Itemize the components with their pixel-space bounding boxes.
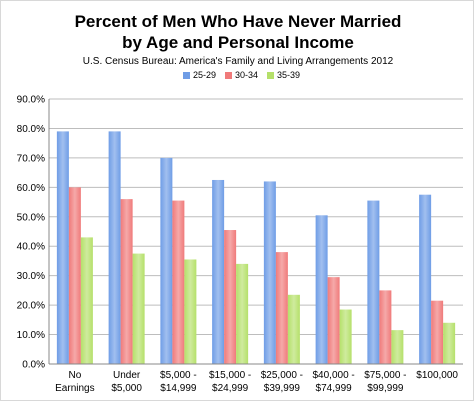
bar-35-39-cat-0	[80, 237, 93, 364]
legend-swatch-35-39	[267, 72, 274, 79]
x-tick-label: No Earnings	[55, 370, 94, 394]
bar-35-39-cat-4	[287, 294, 300, 364]
bar-30-34-cat-3	[224, 230, 237, 364]
legend-label-30-34: 30-34	[235, 70, 258, 80]
chart-subtitle: U.S. Census Bureau: America's Family and…	[83, 56, 394, 67]
bar-25-29-cat-5	[315, 215, 328, 364]
bar-30-34-cat-7	[431, 300, 444, 364]
bar-30-34-cat-2	[172, 200, 185, 364]
x-tick-label: $75,000 -$99,999	[364, 370, 406, 394]
y-tick-label: 70.0%	[17, 153, 45, 164]
legend: 25-29 30-34 35-39	[183, 70, 300, 80]
bar-30-34-cat-1	[120, 199, 133, 364]
bar-30-34-cat-4	[275, 252, 288, 364]
x-tick-label: $100,000	[416, 370, 458, 381]
y-tick-label: 60.0%	[17, 183, 45, 194]
x-tick-label: $25,000 -$39,999	[261, 370, 303, 394]
bar-25-29-cat-2	[160, 157, 173, 364]
bar-25-29-cat-4	[263, 181, 276, 364]
bar-30-34-cat-6	[379, 290, 392, 364]
x-axis: No Earnings Under $5,000 $5,000 -$14,999 $15,…	[49, 363, 463, 394]
y-tick-label: 80.0%	[17, 124, 45, 135]
bar-25-29-cat-7	[419, 194, 432, 364]
y-tick-label: 20.0%	[17, 301, 45, 312]
bar-30-34-cat-5	[327, 277, 340, 364]
bar-35-39-cat-7	[443, 322, 456, 364]
bar-35-39-cat-5	[339, 309, 352, 364]
y-tick-label: 50.0%	[17, 212, 45, 223]
bar-25-29-cat-6	[367, 200, 380, 364]
y-tick-label: 30.0%	[17, 271, 45, 282]
y-tick-label: 90.0%	[17, 95, 45, 106]
bar-35-39-cat-3	[236, 263, 249, 364]
x-tick-label: $5,000 -$14,999	[160, 370, 197, 394]
legend-swatch-25-29	[183, 72, 190, 79]
legend-swatch-30-34	[225, 72, 232, 79]
bar-25-29-cat-3	[212, 179, 225, 364]
bar-25-29-cat-0	[56, 131, 69, 364]
y-tick-label: 10.0%	[17, 330, 45, 341]
x-tick-label: $15,000 -$24,999	[209, 370, 251, 394]
bars	[56, 131, 456, 364]
y-tick-label: 40.0%	[17, 242, 45, 253]
bar-25-29-cat-1	[108, 131, 121, 364]
bar-35-39-cat-2	[184, 259, 197, 364]
x-tick-label: Under $5,000	[111, 370, 142, 394]
legend-label-35-39: 35-39	[277, 70, 300, 80]
y-axis: 0.0% 10.0% 20.0% 30.0% 40.0% 50.0% 60.0% 70.0% 8…	[17, 95, 50, 371]
chart-title-line-2: by Age and Personal Income	[122, 33, 354, 52]
bar-35-39-cat-1	[132, 253, 145, 364]
bar-35-39-cat-6	[391, 330, 404, 364]
x-tick-label: $40,000 -$74,999	[312, 370, 354, 394]
bar-30-34-cat-0	[68, 187, 81, 364]
legend-label-25-29: 25-29	[193, 70, 216, 80]
chart-title-line-1: Percent of Men Who Have Never Married	[75, 12, 402, 31]
y-tick-label: 0.0%	[22, 360, 45, 371]
